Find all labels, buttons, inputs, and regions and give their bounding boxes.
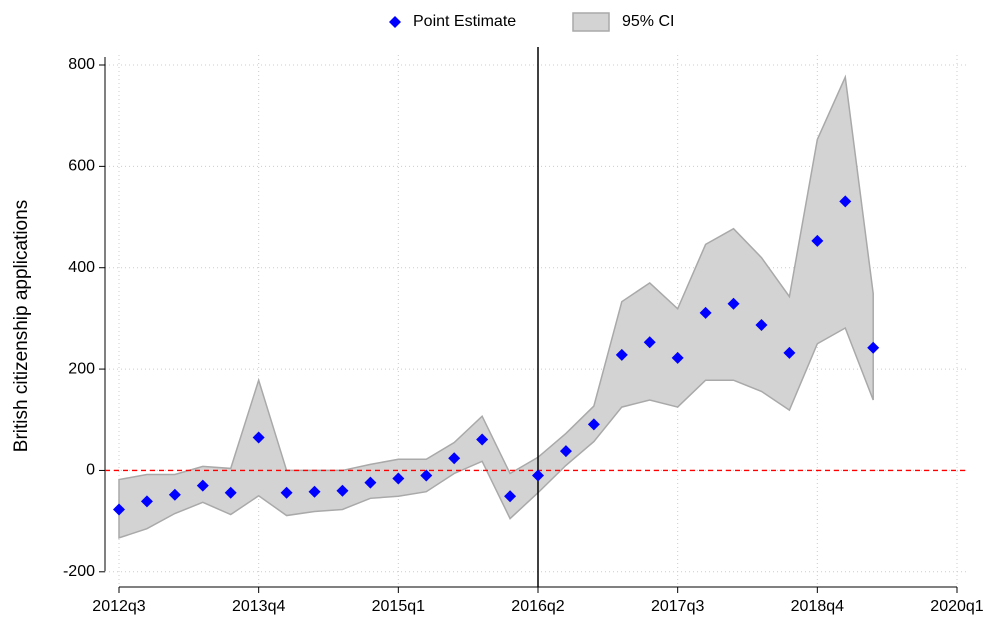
legend-label: 95% CI	[622, 13, 674, 30]
point-estimate	[308, 485, 321, 498]
x-tick-label: 2013q4	[232, 598, 285, 615]
legend-marker	[389, 16, 401, 28]
point-estimate	[811, 234, 824, 247]
point-estimate	[168, 488, 181, 501]
point-estimate	[224, 486, 237, 499]
point-estimate	[504, 490, 517, 503]
x-tick-label: 2015q1	[372, 598, 425, 615]
point-estimate	[196, 479, 209, 492]
x-tick-label: 2018q4	[791, 598, 844, 615]
ci-area	[118, 74, 874, 539]
legend-label: Point Estimate	[413, 13, 516, 30]
point-estimate	[364, 476, 377, 489]
point-estimate	[140, 495, 153, 508]
point-estimate	[476, 433, 489, 446]
x-tick-label: 2012q3	[92, 598, 145, 615]
point-estimate	[336, 484, 349, 497]
point-estimate	[699, 306, 712, 319]
y-tick-label: -200	[63, 563, 95, 580]
point-estimate	[783, 346, 796, 359]
x-tick-label: 2017q3	[651, 598, 704, 615]
point-estimate	[615, 348, 628, 361]
point-estimate	[839, 195, 852, 208]
point-estimate	[280, 486, 293, 499]
point-estimate	[559, 445, 572, 458]
point-estimate	[755, 318, 768, 331]
y-tick-label: 600	[68, 158, 95, 175]
y-tick-label: 400	[68, 259, 95, 276]
y-axis-label: British citizenship applications	[11, 200, 32, 452]
point-estimate	[532, 469, 544, 482]
point-estimate	[113, 503, 125, 516]
point-estimate	[643, 336, 656, 349]
x-tick-label: 2016q2	[511, 598, 564, 615]
point-estimate	[252, 431, 265, 444]
point-estimate	[867, 341, 880, 354]
point-estimate	[448, 452, 461, 465]
y-tick-label: 200	[68, 360, 95, 377]
point-estimate	[420, 469, 433, 482]
x-tick-label: 2020q1	[930, 598, 983, 615]
y-tick-label: 800	[68, 56, 95, 73]
point-estimate	[587, 418, 600, 431]
point-estimate	[727, 297, 740, 310]
legend-marker	[572, 12, 610, 32]
point-estimate	[671, 351, 684, 364]
y-tick-label: 0	[86, 462, 95, 479]
point-estimate	[392, 472, 405, 485]
